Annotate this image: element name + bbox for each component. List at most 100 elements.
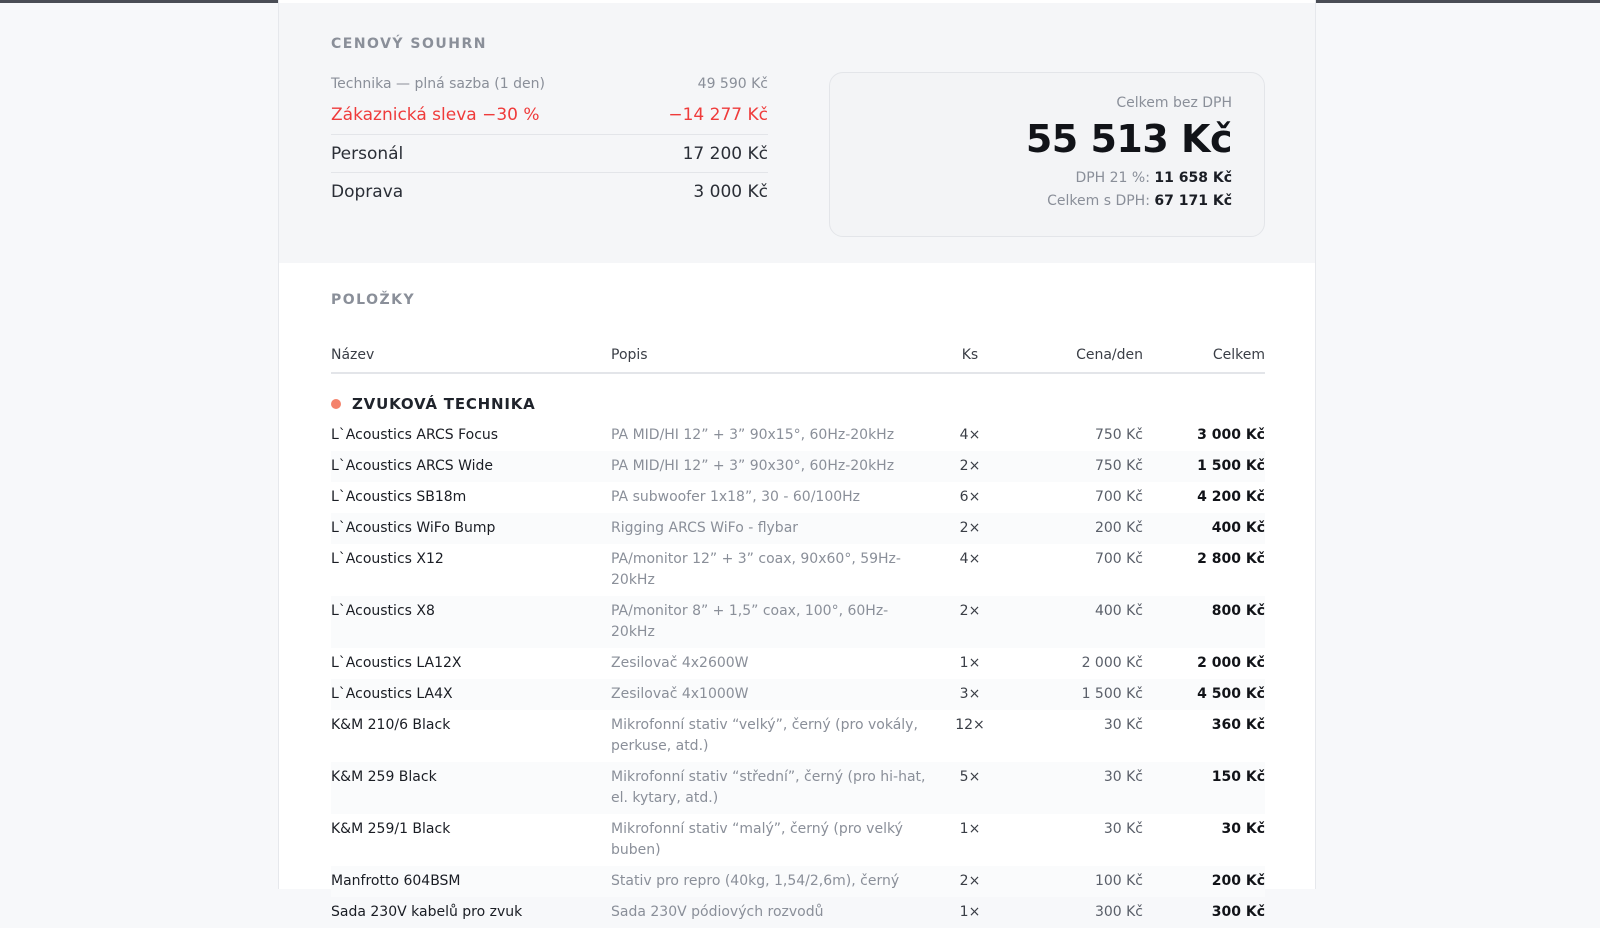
table-row: Manfrotto 604BSM Stativ pro repro (40kg,…	[331, 866, 1265, 897]
total-box: Celkem bez DPH 55 513 Kč DPH 21 %: 11 65…	[829, 72, 1265, 237]
item-qty: 2×	[959, 603, 981, 619]
item-desc: Rigging ARCS WiFo - flybar	[611, 520, 799, 536]
item-name: L`Acoustics WiFo Bump	[331, 520, 496, 536]
table-row: L`Acoustics WiFo Bump Rigging ARCS WiFo …	[331, 513, 1265, 544]
item-total: 4 500 Kč	[1197, 686, 1265, 702]
item-total: 300 Kč	[1211, 904, 1265, 920]
item-name: L`Acoustics LA4X	[331, 686, 453, 702]
quote-sheet: CENOVÝ SOUHRN Technika — plná sazba (1 d…	[278, 0, 1316, 920]
item-price: 30 Kč	[1103, 769, 1143, 785]
summary-row-discount: Zákaznická sleva −30 % −14 277 Kč	[331, 96, 768, 135]
column-header-qty: Ks	[961, 347, 979, 363]
item-total: 1 500 Kč	[1197, 458, 1265, 474]
table-row: K&M 259/1 Black Mikrofonní stativ “malý”…	[331, 814, 1265, 866]
item-price: 200 Kč	[1094, 520, 1143, 536]
category-dot-icon	[331, 399, 341, 409]
table-row: L`Acoustics LA12X Zesilovač 4x2600W 1× 2…	[331, 648, 1265, 679]
item-desc: PA subwoofer 1x18”, 30 - 60/100Hz	[611, 489, 861, 505]
items-title: POLOŽKY	[331, 292, 416, 308]
summary-row-technika: Technika — plná sazba (1 den) 49 590 Kč	[331, 72, 768, 96]
item-desc: PA/monitor 8” + 1,5” coax, 100°, 60Hz-20…	[611, 603, 889, 640]
item-desc: Mikrofonní stativ “malý”, černý (pro vel…	[611, 821, 903, 858]
item-qty: 1×	[959, 821, 981, 837]
summary-personal-label: Personál	[331, 143, 404, 164]
item-desc: PA MID/HI 12” + 3” 90x15°, 60Hz-20kHz	[611, 427, 895, 443]
item-qty: 2×	[959, 520, 981, 536]
item-total: 200 Kč	[1211, 873, 1265, 889]
column-header-name: Název	[331, 347, 375, 363]
table-row: L`Acoustics ARCS Wide PA MID/HI 12” + 3”…	[331, 451, 1265, 482]
gross-value: 67 171 Kč	[1154, 193, 1232, 209]
item-qty: 4×	[959, 427, 981, 443]
item-qty: 5×	[959, 769, 981, 785]
item-total: 30 Kč	[1221, 821, 1265, 837]
item-price: 750 Kč	[1094, 458, 1143, 474]
vat-line: DPH 21 %: 11 658 Kč	[830, 167, 1232, 190]
column-header-total: Celkem	[1212, 347, 1265, 363]
item-name: K&M 259/1 Black	[331, 821, 451, 837]
vat-value: 11 658 Kč	[1154, 170, 1232, 186]
item-desc: Zesilovač 4x2600W	[611, 655, 749, 671]
item-total: 2 800 Kč	[1197, 551, 1265, 567]
item-desc: Sada 230V pódiových rozvodů	[611, 904, 824, 920]
items-table: Název Popis Ks Cena/den Celkem ZVUKOVÁ T…	[331, 338, 1265, 928]
price-summary-section: CENOVÝ SOUHRN Technika — plná sazba (1 d…	[279, 3, 1315, 263]
summary-row-personal: Personál 17 200 Kč	[331, 135, 768, 173]
summary-discount-label: Zákaznická sleva −30 %	[331, 105, 540, 125]
item-total: 2 000 Kč	[1197, 655, 1265, 671]
summary-doprava-label: Doprava	[331, 181, 404, 202]
table-row: L`Acoustics X8 PA/monitor 8” + 1,5” coax…	[331, 596, 1265, 648]
item-total: 800 Kč	[1211, 603, 1265, 619]
item-desc: Mikrofonní stativ “střední”, černý (pro …	[611, 769, 926, 806]
item-name: L`Acoustics X12	[331, 551, 444, 567]
item-qty: 2×	[959, 873, 981, 889]
item-name: L`Acoustics LA12X	[331, 655, 462, 671]
item-qty: 6×	[959, 489, 981, 505]
item-price: 1 500 Kč	[1081, 686, 1143, 702]
column-header-price: Cena/den	[1076, 347, 1143, 363]
vat-label: DPH 21 %:	[1075, 170, 1150, 186]
gross-label: Celkem s DPH:	[1047, 193, 1150, 209]
item-total: 3 000 Kč	[1197, 427, 1265, 443]
item-qty: 3×	[959, 686, 981, 702]
items-table-header: Název Popis Ks Cena/den Celkem	[331, 338, 1265, 374]
table-row: K&M 259 Black Mikrofonní stativ “střední…	[331, 762, 1265, 814]
item-total: 360 Kč	[1211, 717, 1265, 733]
item-name: L`Acoustics X8	[331, 603, 435, 619]
item-total: 400 Kč	[1211, 520, 1265, 536]
item-price: 100 Kč	[1094, 873, 1143, 889]
item-name: K&M 210/6 Black	[331, 717, 451, 733]
items-table-body: L`Acoustics ARCS Focus PA MID/HI 12” + 3…	[331, 420, 1265, 928]
item-total: 150 Kč	[1211, 769, 1265, 785]
item-qty: 1×	[959, 655, 981, 671]
price-summary-list: Technika — plná sazba (1 den) 49 590 Kč …	[331, 72, 768, 210]
summary-technika-value: 49 590 Kč	[697, 76, 768, 92]
item-name: K&M 259 Black	[331, 769, 437, 785]
item-price: 2 000 Kč	[1081, 655, 1143, 671]
item-total: 4 200 Kč	[1197, 489, 1265, 505]
table-row: L`Acoustics ARCS Focus PA MID/HI 12” + 3…	[331, 420, 1265, 451]
summary-technika-label: Technika — plná sazba (1 den)	[331, 76, 545, 92]
category-row: ZVUKOVÁ TECHNIKA	[331, 388, 1265, 420]
summary-row-doprava: Doprava 3 000 Kč	[331, 173, 768, 210]
item-desc: Zesilovač 4x1000W	[611, 686, 749, 702]
item-name: Sada 230V kabelů pro zvuk	[331, 904, 523, 920]
item-name: L`Acoustics ARCS Focus	[331, 427, 499, 443]
summary-discount-value: −14 277 Kč	[668, 105, 768, 125]
item-desc: Mikrofonní stativ “velký”, černý (pro vo…	[611, 717, 918, 754]
summary-personal-value: 17 200 Kč	[682, 143, 768, 164]
table-row: Sada 230V kabelů pro zvuk Sada 230V pódi…	[331, 897, 1265, 928]
item-price: 400 Kč	[1094, 603, 1143, 619]
item-price: 700 Kč	[1094, 551, 1143, 567]
item-name: L`Acoustics ARCS Wide	[331, 458, 494, 474]
item-desc: PA MID/HI 12” + 3” 90x30°, 60Hz-20kHz	[611, 458, 895, 474]
total-amount: 55 513 Kč	[1025, 117, 1233, 161]
item-price: 30 Kč	[1103, 717, 1143, 733]
item-desc: Stativ pro repro (40kg, 1,54/2,6m), čern…	[611, 873, 900, 889]
table-row: L`Acoustics SB18m PA subwoofer 1x18”, 30…	[331, 482, 1265, 513]
item-desc: PA/monitor 12” + 3” coax, 90x60°, 59Hz-2…	[611, 551, 901, 588]
gross-line: Celkem s DPH: 67 171 Kč	[830, 190, 1232, 213]
column-header-desc: Popis	[611, 347, 648, 363]
item-qty: 2×	[959, 458, 981, 474]
item-price: 30 Kč	[1103, 821, 1143, 837]
